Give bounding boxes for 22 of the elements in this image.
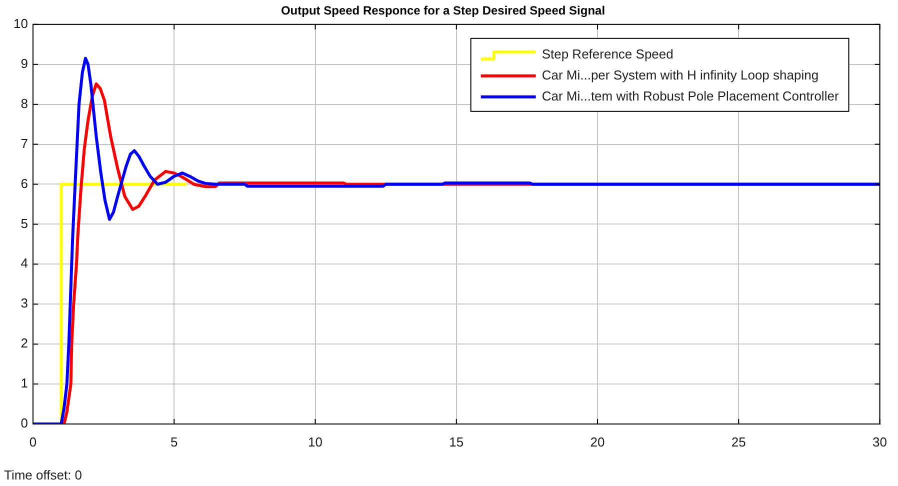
y-tick-label: 4	[20, 256, 28, 271]
y-tick-label: 0	[20, 416, 28, 431]
y-tick-label: 2	[20, 336, 28, 351]
y-tick-label: 7	[20, 136, 28, 151]
legend-label: Car Mi...per System with H infinity Loop shaping	[542, 67, 819, 82]
x-tick-label: 30	[872, 434, 888, 450]
legend-label: Car Mi...tem with Robust Pole Placement Controller	[542, 88, 840, 104]
y-tick-label: 3	[20, 296, 28, 311]
x-tick-label: 5	[170, 434, 178, 450]
y-tick-label: 8	[20, 96, 28, 111]
y-tick-label: 10	[14, 16, 28, 31]
text: Time offset: 0	[4, 468, 82, 483]
x-tick-label: 15	[449, 434, 464, 450]
x-tick-label: 20	[590, 434, 605, 450]
y-tick-label: 1	[20, 376, 28, 391]
legend-label: Step Reference Speed	[542, 46, 674, 62]
x-tick-label: 10	[308, 434, 322, 450]
chart-title: Output Speed Responce for a Step Desired Speed Signal	[280, 4, 606, 18]
x-tick-label: 25	[731, 434, 746, 450]
y-tick-label: 9	[20, 56, 28, 71]
y-tick-label: 6	[20, 176, 28, 191]
y-tick-label: 5	[20, 216, 28, 231]
